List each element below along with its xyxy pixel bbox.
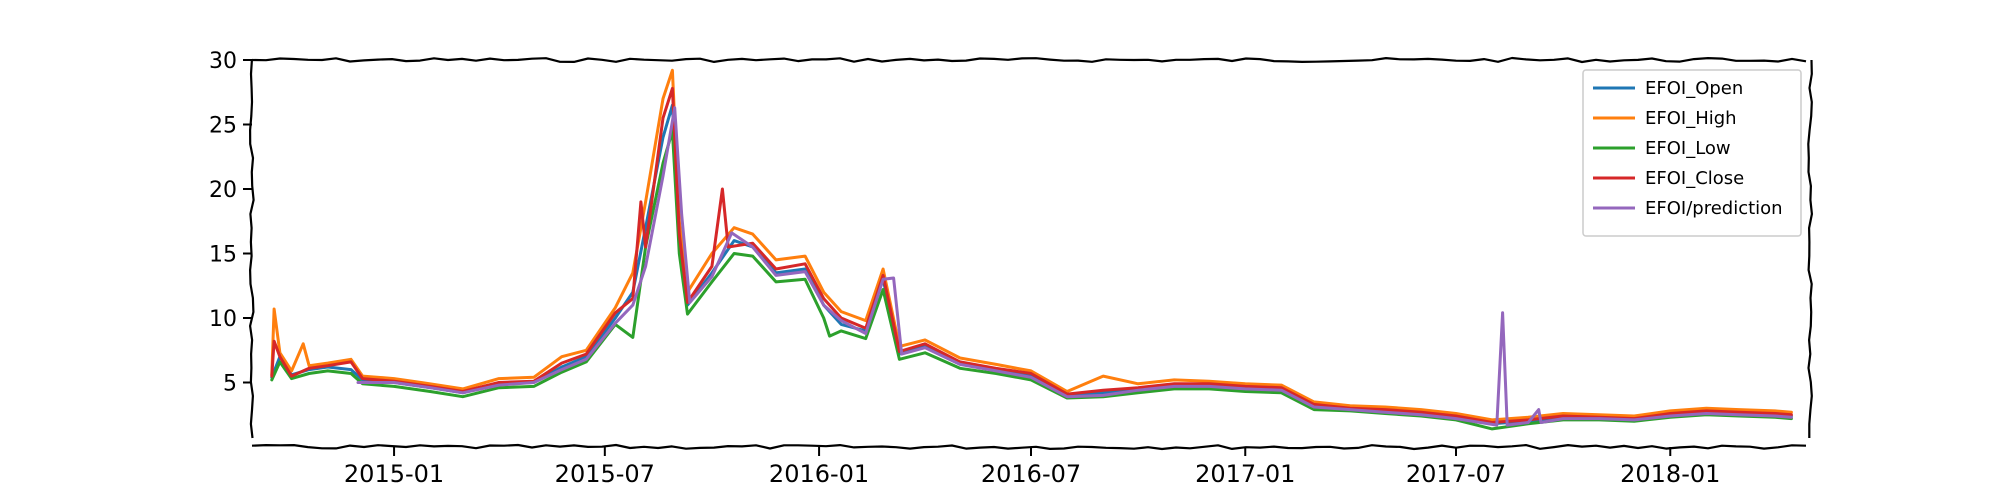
y-tick-label: 20 <box>209 178 237 203</box>
legend: EFOI_Open EFOI_High EFOI_Low EFOI_Close EFOI… <box>1582 69 1802 237</box>
axes: 2015-01 2015-07 2016-01 2016-07 2017-01 2017-… <box>209 49 1813 488</box>
legend-label: EFOI_High <box>1645 108 1737 129</box>
series-line-3 <box>270 129 1793 431</box>
y-tick-label: 30 <box>209 49 237 74</box>
series-line-4 <box>270 86 1793 424</box>
x-tick-label: 2018-01 <box>1620 460 1720 488</box>
y-tick-label: 10 <box>209 307 237 332</box>
x-tick-label: 2015-07 <box>555 460 655 488</box>
frame-left <box>249 59 255 439</box>
frame-top <box>251 56 1807 64</box>
series-line-2 <box>270 68 1793 422</box>
series-line-5 <box>356 106 1793 427</box>
x-tick-label: 2016-07 <box>981 460 1081 488</box>
x-tick-label: 2016-01 <box>769 460 869 488</box>
x-tick-label: 2017-07 <box>1406 460 1506 488</box>
y-tick-label: 5 <box>223 372 237 397</box>
legend-label: EFOI_Close <box>1645 168 1744 189</box>
legend-label: EFOI/prediction <box>1645 198 1783 219</box>
frame-right <box>1807 59 1813 438</box>
legend-label: EFOI_Low <box>1645 138 1731 159</box>
x-tick-label: 2015-01 <box>344 460 444 488</box>
x-tick-label: 2017-01 <box>1195 460 1295 488</box>
y-tick-label: 15 <box>209 243 237 268</box>
legend-box <box>1582 69 1802 237</box>
frame-bottom <box>251 443 1807 451</box>
legend-label: EFOI_Open <box>1645 78 1743 99</box>
plot-area <box>270 68 1793 431</box>
y-tick-label: 25 <box>209 114 237 139</box>
